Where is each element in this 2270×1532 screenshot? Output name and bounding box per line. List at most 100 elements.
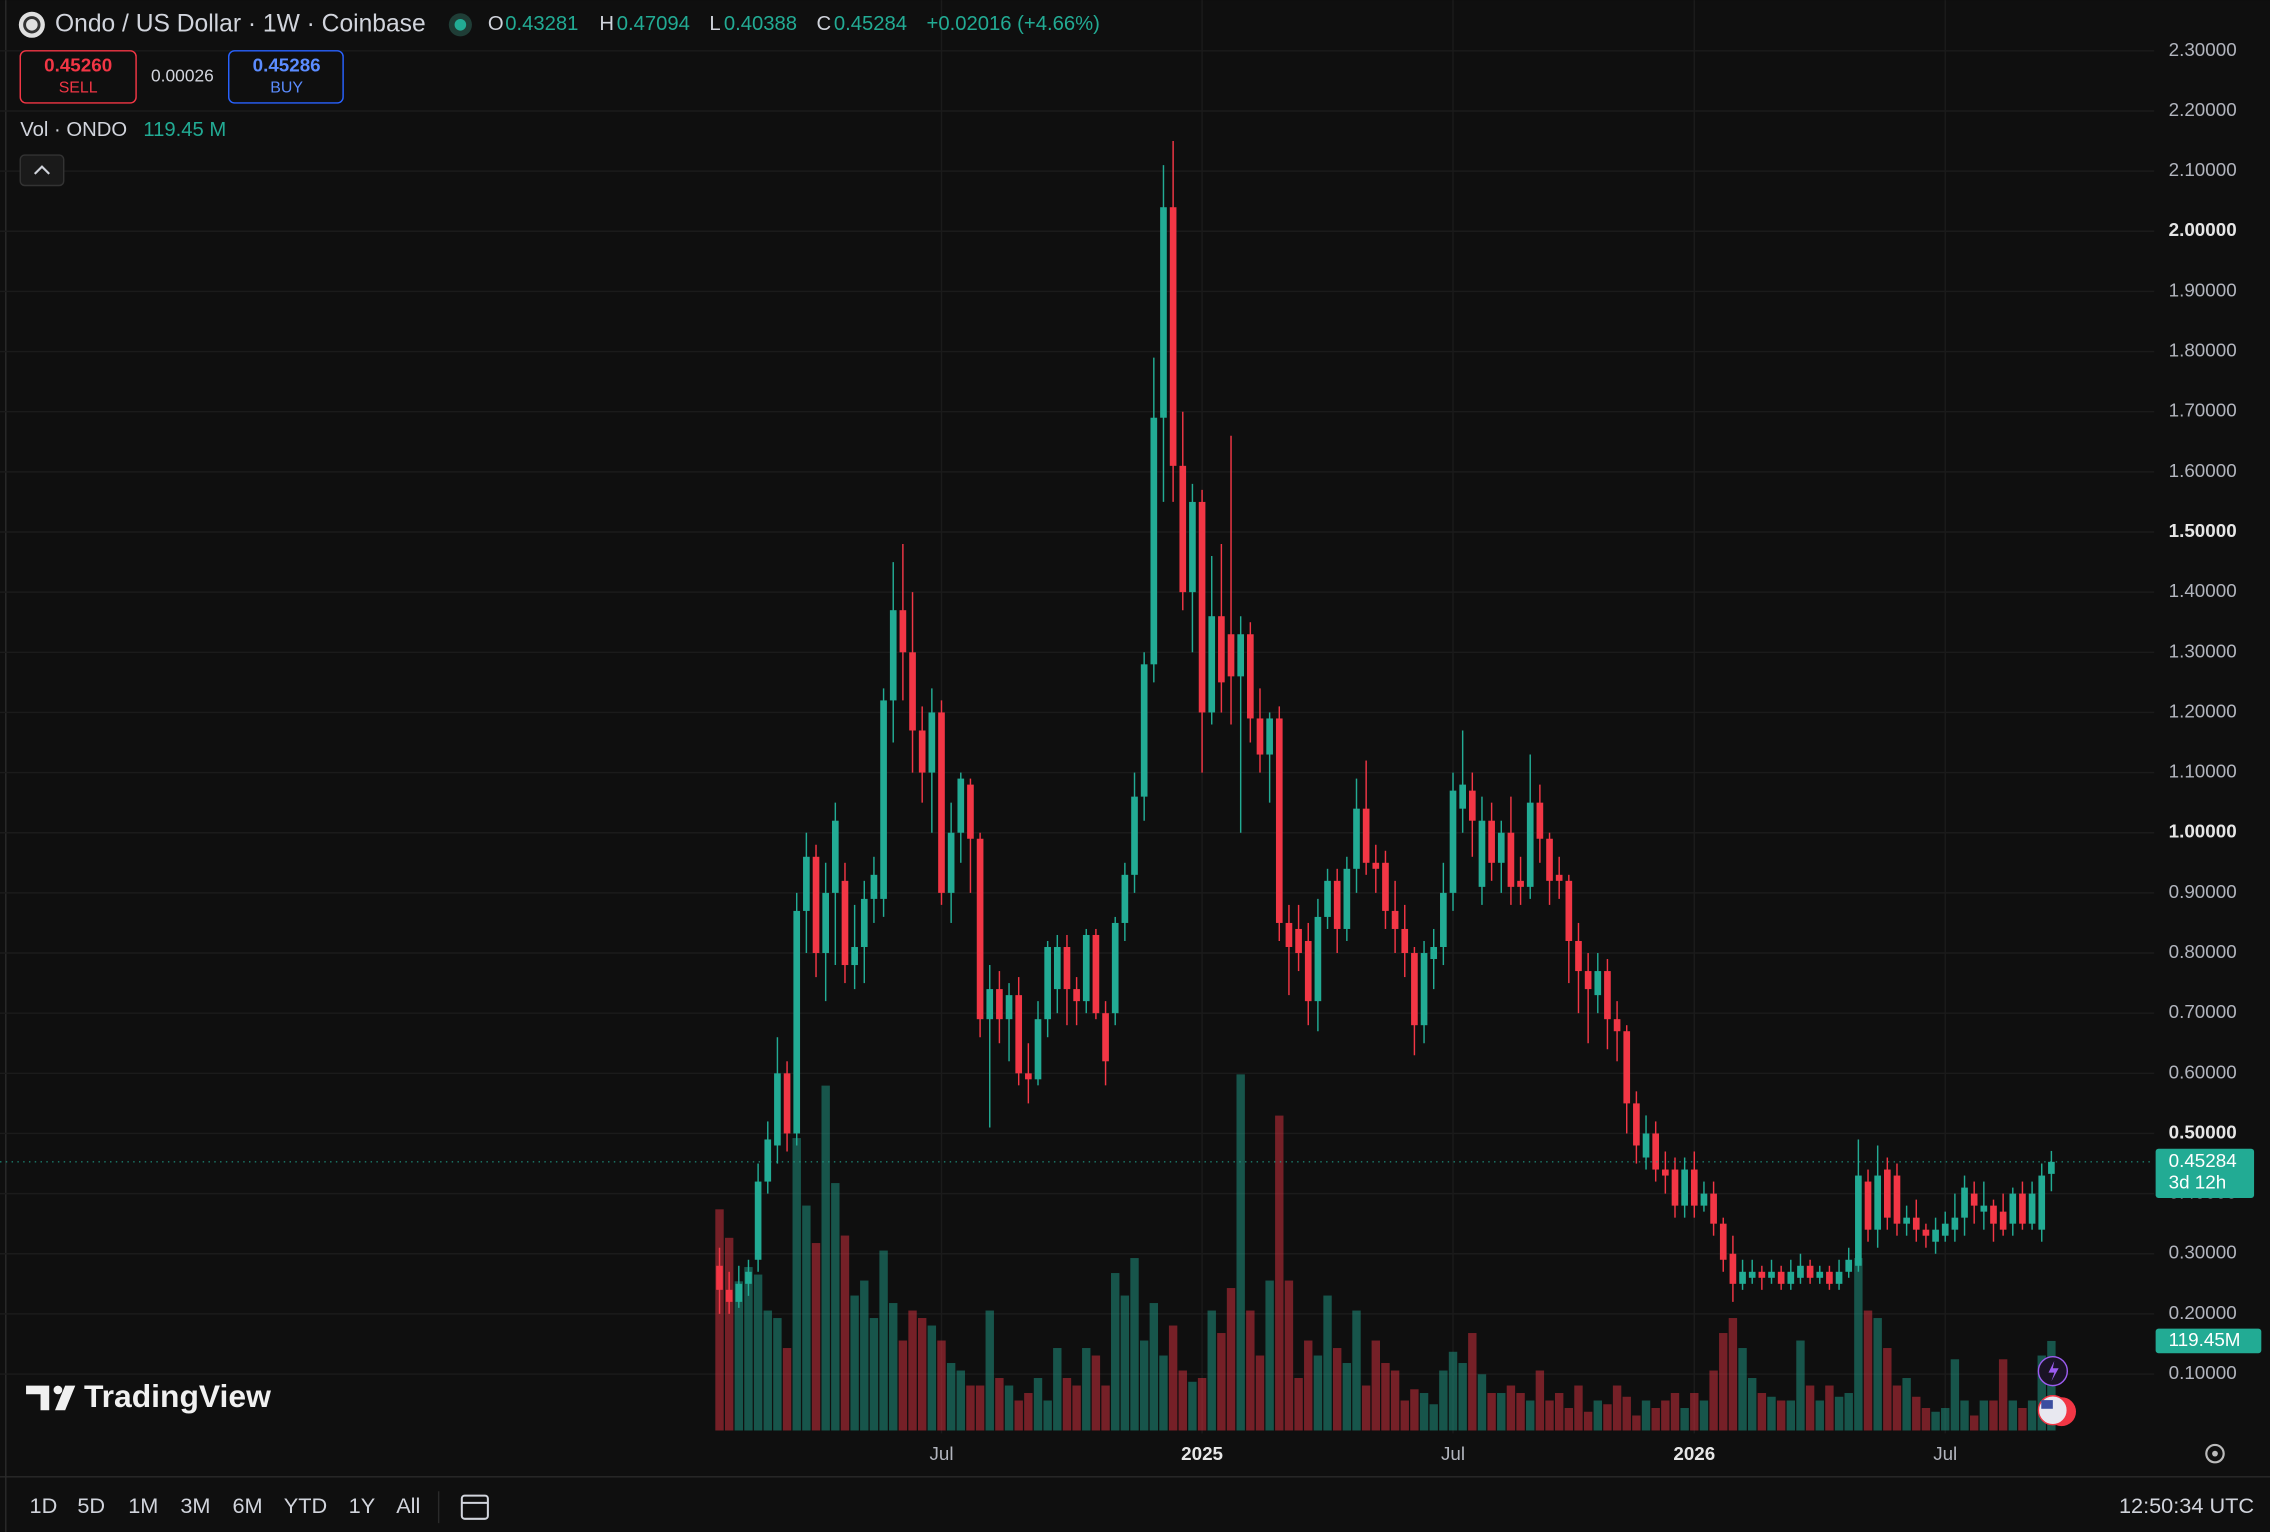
candle-body [1662,1169,1669,1176]
range-button[interactable]: 1D [30,1493,58,1518]
volume-bar [1072,1385,1081,1431]
candle-body [2048,1161,2055,1174]
volume-bar [1690,1393,1699,1431]
volume-bar [1111,1273,1120,1431]
candle-body [1555,874,1563,881]
volume-bar [1969,1415,1979,1431]
x-tick-label: Jul [1441,1443,1465,1464]
symbol[interactable]: Ondo / US Dollar · 1W · Coinbase [55,10,426,37]
candle-body [1218,616,1225,683]
volume-bar [1564,1408,1574,1431]
volume-bar [1468,1333,1477,1431]
volume-bar [1709,1370,1718,1431]
range-bar: 1D 5D 1M 3M 6M YTD 1Y All [30,1493,421,1518]
volume-bar [1583,1411,1593,1431]
volume-bar [1748,1378,1757,1431]
volume-bar [1815,1400,1824,1431]
volume-bar [1139,1340,1149,1431]
volume-bar [1236,1074,1245,1431]
range-button[interactable]: 6M [232,1493,262,1518]
volume [715,1074,2056,1431]
volume-bar [715,1209,724,1431]
volume-bar [1632,1415,1641,1431]
settings-icon[interactable] [2205,1443,2225,1464]
sell-label: SELL [59,80,98,97]
candle-body [918,730,926,773]
candle-body [1700,1193,1708,1206]
volume-bar [1410,1389,1419,1431]
volume-bar [2018,1408,2027,1431]
spread: 0.00026 [151,65,214,85]
volume-bar [1883,1348,1892,1431]
range-button[interactable]: 3M [180,1493,210,1518]
candle-body [1111,922,1119,1014]
volume-bar [753,1274,763,1431]
candle-body [822,892,830,954]
volume-bar [1593,1400,1602,1431]
volume-bar [946,1363,956,1431]
volume-bar [1265,1280,1274,1431]
y-tick-label: 2.20000 [2169,99,2237,120]
candle-body [803,856,810,911]
candle-body [841,880,849,966]
candle-body [1063,947,1071,990]
buy-price: 0.45286 [253,55,321,76]
range-button[interactable]: 1M [128,1493,158,1518]
candle-body [1459,784,1466,809]
volume-bar [1487,1393,1496,1431]
volume-bar [1603,1404,1612,1431]
volume-bar [937,1340,946,1431]
volume-bar [1284,1280,1294,1431]
volume-bar [744,1267,753,1431]
candle-body [1324,880,1331,917]
candle-body [774,1073,781,1146]
candle-body [947,832,955,893]
y-tick-label: 0.80000 [2169,941,2237,962]
volume-bar [1477,1374,1487,1431]
volume-bar [1130,1258,1139,1431]
volume-bar [1786,1400,1796,1431]
volume-bar [1805,1385,1815,1431]
volume-bar [831,1183,840,1431]
x-tick-label: Jul [1933,1443,1957,1464]
volume-bar [1998,1359,2008,1431]
volume-bar [1062,1378,1072,1431]
volume-bar [1699,1400,1709,1431]
candle-body [1748,1271,1756,1278]
last-price-label: 0.45284 [2169,1150,2237,1171]
y-tick-label: 2.10000 [2169,159,2237,180]
candle-body [1227,634,1235,677]
buy-button[interactable] [228,50,344,104]
y-tick-label: 0.10000 [2169,1362,2237,1383]
sell-button[interactable] [19,50,137,104]
candle-body [1864,1181,1872,1230]
collapse-button[interactable] [19,154,65,187]
volume-bar [1400,1400,1409,1431]
volume-bar [1757,1393,1767,1431]
candle-body [957,778,965,833]
candle-body [1787,1271,1795,1284]
candle-body [928,712,936,773]
candle-body [986,989,994,1020]
volume-bar [1352,1310,1361,1431]
range-button[interactable]: YTD [284,1493,327,1518]
range-button[interactable]: 1Y [349,1493,376,1518]
candle-body [1478,820,1486,887]
y-tick-label: 0.50000 [2169,1121,2237,1142]
volume-bar [1767,1396,1776,1431]
range-button[interactable]: 5D [77,1493,105,1518]
range-button[interactable]: All [396,1493,420,1518]
settings-hub [2212,1450,2218,1457]
volume-bar [1304,1340,1313,1431]
calendar-icon[interactable] [460,1494,489,1520]
logo-mark [26,1385,76,1411]
volume-bar [1439,1370,1448,1431]
candle-body [1768,1271,1775,1278]
candle-body [1382,862,1389,911]
y-tick-label: 0.30000 [2169,1242,2237,1263]
candle-body [1131,796,1138,875]
candle-body [1160,207,1167,418]
candle-body [725,1289,733,1302]
volume-bar [1294,1378,1303,1431]
candle-body [1440,892,1447,948]
